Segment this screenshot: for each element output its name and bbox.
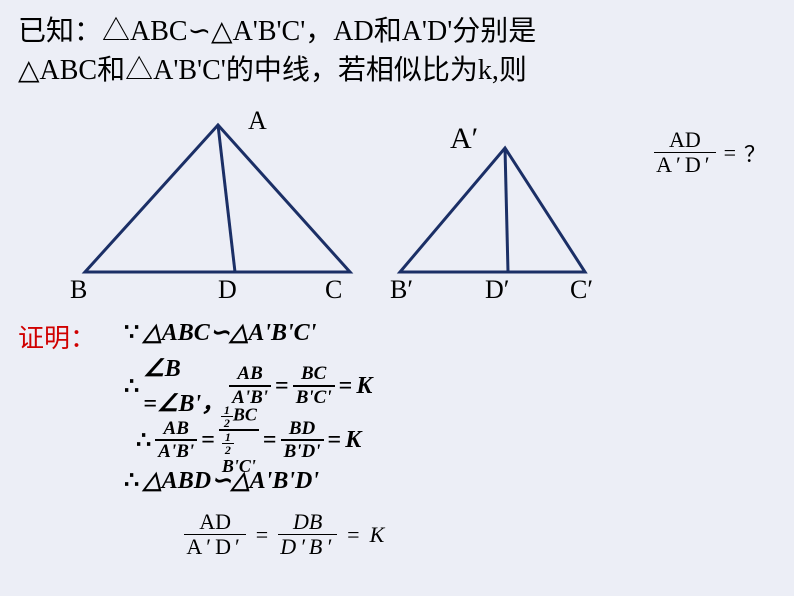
hn2: 1: [225, 431, 231, 443]
problem-line-2: △ABC和△A'B'C'的中线，若相似比为k,则: [18, 51, 536, 90]
k2: K: [345, 427, 361, 454]
frac-den: A′D′: [654, 152, 715, 177]
frac-num: AD: [669, 128, 701, 152]
proof-line-1: ∵ △ABC∽△A'B'C': [124, 318, 316, 347]
f3d: A'B': [155, 439, 197, 463]
eq4: =: [263, 427, 277, 454]
frac-ab-apbp: AB A'B': [229, 363, 271, 409]
f2n: BC: [301, 363, 326, 385]
equals-sign: =: [724, 140, 736, 166]
eq7: =: [347, 522, 359, 548]
half-bc-num: 1 2 BC: [221, 404, 257, 429]
eq3: =: [201, 427, 215, 454]
label-ap: A′: [450, 122, 478, 156]
because-sym: ∵: [124, 318, 139, 347]
hd2: 2: [222, 443, 234, 456]
problem-line-1: 已知：△ABC∽△A'B'C'，AD和A'D'分别是: [18, 12, 536, 51]
label-a: A: [248, 106, 267, 136]
f5n: BD: [289, 418, 315, 440]
equation-ad-over-apdp: AD A′D′ = ？: [654, 128, 766, 177]
proof-l1-text: △ABC∽△A'B'C': [143, 318, 316, 347]
frac-bc-bpcp: BC B'C': [293, 363, 335, 409]
frac-ab-apbp-2: AB A'B': [155, 418, 197, 464]
proof-line-5: ∴ AD A′D′ = DB D′B′ = K: [168, 510, 384, 559]
fraction-ad-apdp: AD A′D′: [654, 128, 715, 177]
f4ntxt: BC: [233, 405, 257, 425]
hd1: 2: [221, 416, 233, 429]
eq5: =: [328, 427, 342, 454]
proof-section: 证明： ∵ △ABC∽△A'B'C' ∴ ∠B =∠B'， AB A'B' = …: [18, 318, 96, 355]
half-2: 1 2: [222, 431, 234, 456]
problem-statement: 已知：△ABC∽△A'B'C'，AD和A'D'分别是 △ABC和△A'B'C'的…: [18, 12, 536, 90]
f1n: AB: [237, 363, 262, 385]
hn1: 1: [224, 404, 230, 416]
proof-label: 证明：: [18, 324, 96, 353]
k1: K: [356, 373, 372, 400]
f6n: AD: [199, 510, 231, 534]
f7d: D′B′: [278, 534, 337, 559]
therefore-sym-2: ∴: [136, 426, 151, 455]
f3n: AB: [164, 418, 189, 440]
label-cp: C′: [570, 275, 593, 305]
label-d: D: [218, 275, 237, 305]
eq1: =: [275, 373, 289, 400]
eq6: =: [256, 522, 268, 548]
label-c: C: [325, 275, 342, 305]
therefore-sym-3: ∴: [124, 466, 139, 495]
f5d: B'D': [281, 439, 324, 463]
median-ad: [218, 125, 235, 272]
label-b: B: [70, 275, 87, 305]
triangle-apbpcp: [400, 148, 585, 272]
triangle-abc: [85, 125, 350, 272]
question-mark: ？: [744, 137, 766, 169]
label-dp: D′: [485, 275, 509, 305]
frac-db-dpbp: DB D′B′: [278, 510, 337, 559]
median-apdp: [505, 148, 508, 272]
k3: K: [370, 522, 385, 548]
frac-ad-apdp-2: AD A′D′: [184, 510, 245, 559]
frac-bd-bpdp: BD B'D': [281, 418, 324, 464]
proof-line-4: ∴ △ABD∽△A'B'D': [124, 466, 319, 495]
f7n: DB: [293, 510, 322, 534]
triangles-svg: [20, 110, 620, 310]
half-1: 1 2: [221, 404, 233, 429]
label-bp: B′: [390, 275, 413, 305]
f6d: A′D′: [184, 534, 245, 559]
eq2: =: [339, 373, 353, 400]
therefore-sym-1: ∴: [124, 372, 139, 401]
proof-l4-text: △ABD∽△A'B'D': [143, 466, 319, 495]
